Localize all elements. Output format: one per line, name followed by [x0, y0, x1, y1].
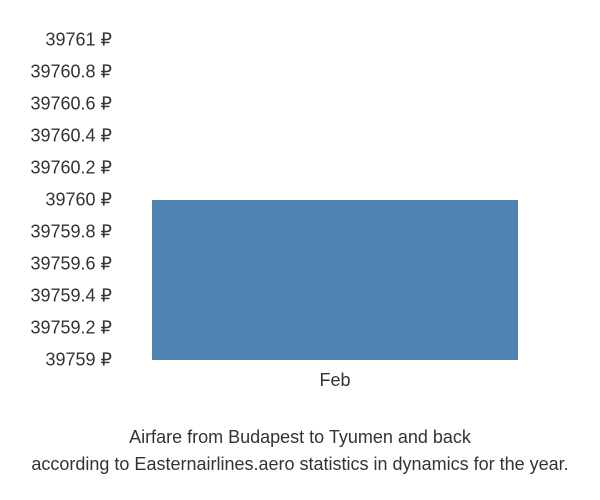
y-axis-tick-label: 39759 ₽ — [45, 350, 120, 371]
x-axis-tick-label: Feb — [319, 360, 350, 391]
y-axis-tick-label: 39760 ₽ — [45, 190, 120, 211]
chart-container: 39759 ₽ 39759.2 ₽ 39759.4 ₽ 39759.6 ₽ 39759.… — [0, 0, 600, 500]
y-axis-tick-label: 39760.6 ₽ — [30, 94, 120, 115]
chart-caption: Airfare from Budapest to Tyumen and back… — [0, 424, 600, 478]
y-axis-tick-label: 39760.4 ₽ — [30, 126, 120, 147]
chart-bar — [152, 200, 518, 360]
caption-line-2: according to Easternairlines.aero statis… — [31, 454, 568, 474]
y-axis-tick-label: 39759.8 ₽ — [30, 222, 120, 243]
chart-plot-area: 39759 ₽39759.2 ₽39759.4 ₽39759.6 ₽39759.… — [120, 40, 550, 360]
y-axis-tick-label: 39759.6 ₽ — [30, 254, 120, 275]
y-axis-tick-label: 39759.2 ₽ — [30, 318, 120, 339]
y-axis-tick-label: 39759.4 ₽ — [30, 286, 120, 307]
y-axis-tick-label: 39760.2 ₽ — [30, 158, 120, 179]
y-axis-tick-label: 39760.8 ₽ — [30, 62, 120, 83]
caption-line-1: Airfare from Budapest to Tyumen and back — [129, 427, 471, 447]
y-axis-tick-label: 39761 ₽ — [45, 30, 120, 51]
